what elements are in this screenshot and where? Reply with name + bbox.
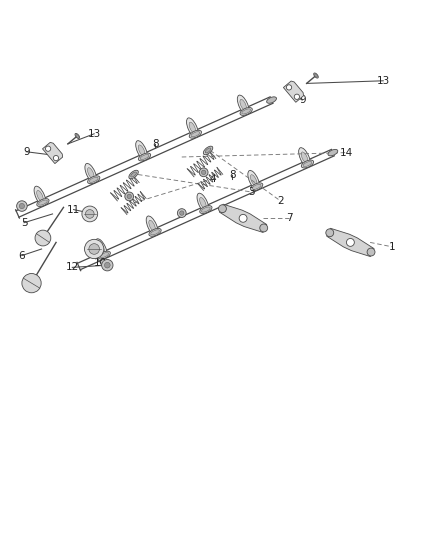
- Polygon shape: [219, 204, 267, 232]
- Circle shape: [201, 170, 206, 174]
- Ellipse shape: [240, 99, 247, 110]
- Text: 7: 7: [286, 213, 293, 223]
- Ellipse shape: [75, 133, 80, 139]
- Ellipse shape: [138, 153, 151, 161]
- Text: 8: 8: [152, 139, 159, 149]
- Text: 6: 6: [18, 251, 25, 261]
- Polygon shape: [42, 142, 63, 164]
- Circle shape: [294, 94, 300, 100]
- Ellipse shape: [131, 172, 137, 177]
- Text: 2: 2: [277, 196, 284, 206]
- Ellipse shape: [201, 207, 210, 212]
- Circle shape: [219, 205, 226, 213]
- Circle shape: [286, 85, 292, 90]
- Ellipse shape: [37, 199, 49, 206]
- Ellipse shape: [88, 176, 100, 184]
- Ellipse shape: [187, 118, 198, 138]
- Ellipse shape: [314, 73, 318, 78]
- Ellipse shape: [299, 148, 311, 167]
- Text: 14: 14: [339, 148, 353, 158]
- Circle shape: [326, 229, 334, 237]
- Ellipse shape: [200, 206, 212, 214]
- Circle shape: [102, 260, 113, 271]
- Text: 12: 12: [66, 262, 79, 272]
- Circle shape: [180, 211, 184, 215]
- Text: 4: 4: [209, 174, 216, 184]
- Ellipse shape: [189, 130, 201, 138]
- Ellipse shape: [100, 253, 109, 257]
- Circle shape: [35, 230, 51, 246]
- Ellipse shape: [301, 160, 314, 168]
- Ellipse shape: [251, 183, 263, 191]
- Circle shape: [239, 214, 247, 222]
- Ellipse shape: [98, 243, 105, 254]
- Circle shape: [17, 201, 27, 211]
- Ellipse shape: [205, 148, 211, 153]
- Ellipse shape: [136, 141, 148, 160]
- Circle shape: [125, 192, 134, 201]
- Ellipse shape: [37, 190, 43, 201]
- Circle shape: [260, 224, 268, 232]
- Ellipse shape: [39, 200, 47, 205]
- Ellipse shape: [151, 230, 159, 235]
- Ellipse shape: [242, 109, 251, 114]
- Circle shape: [85, 209, 94, 219]
- Ellipse shape: [149, 220, 155, 231]
- Ellipse shape: [189, 122, 196, 133]
- Polygon shape: [283, 81, 304, 102]
- Ellipse shape: [85, 164, 97, 183]
- Ellipse shape: [88, 168, 94, 179]
- Circle shape: [177, 209, 186, 217]
- Ellipse shape: [146, 216, 158, 236]
- Circle shape: [46, 146, 51, 151]
- Ellipse shape: [89, 177, 98, 182]
- Circle shape: [22, 273, 41, 293]
- Ellipse shape: [98, 251, 110, 259]
- Ellipse shape: [140, 155, 149, 159]
- Ellipse shape: [314, 74, 317, 77]
- Ellipse shape: [248, 171, 260, 190]
- Circle shape: [346, 238, 354, 246]
- Ellipse shape: [328, 149, 338, 156]
- Ellipse shape: [191, 132, 200, 137]
- Circle shape: [19, 204, 25, 209]
- Ellipse shape: [95, 239, 107, 259]
- Ellipse shape: [197, 193, 209, 213]
- Circle shape: [82, 206, 98, 222]
- Text: 5: 5: [21, 217, 28, 228]
- Ellipse shape: [76, 134, 78, 138]
- Ellipse shape: [240, 108, 252, 115]
- Ellipse shape: [267, 97, 276, 103]
- Text: 9: 9: [299, 95, 306, 105]
- Circle shape: [105, 262, 110, 268]
- Text: 1: 1: [389, 242, 396, 252]
- Circle shape: [89, 244, 99, 254]
- Ellipse shape: [301, 152, 308, 163]
- Circle shape: [199, 168, 208, 177]
- Ellipse shape: [138, 145, 145, 156]
- Ellipse shape: [237, 95, 249, 115]
- Ellipse shape: [251, 175, 257, 185]
- Ellipse shape: [303, 161, 312, 167]
- Text: 13: 13: [377, 76, 390, 86]
- Text: 11: 11: [67, 205, 80, 215]
- Circle shape: [53, 156, 59, 161]
- Ellipse shape: [129, 170, 138, 179]
- Ellipse shape: [252, 184, 261, 189]
- Ellipse shape: [203, 146, 213, 155]
- Ellipse shape: [149, 229, 161, 236]
- Circle shape: [367, 248, 375, 256]
- Text: 8: 8: [229, 169, 236, 180]
- Text: 9: 9: [23, 147, 30, 157]
- Ellipse shape: [200, 198, 206, 208]
- Text: 13: 13: [88, 129, 101, 139]
- Text: 3: 3: [248, 187, 255, 197]
- Circle shape: [127, 194, 131, 199]
- Ellipse shape: [34, 186, 46, 206]
- Polygon shape: [327, 228, 374, 256]
- Circle shape: [85, 239, 104, 259]
- Text: 10: 10: [94, 258, 107, 268]
